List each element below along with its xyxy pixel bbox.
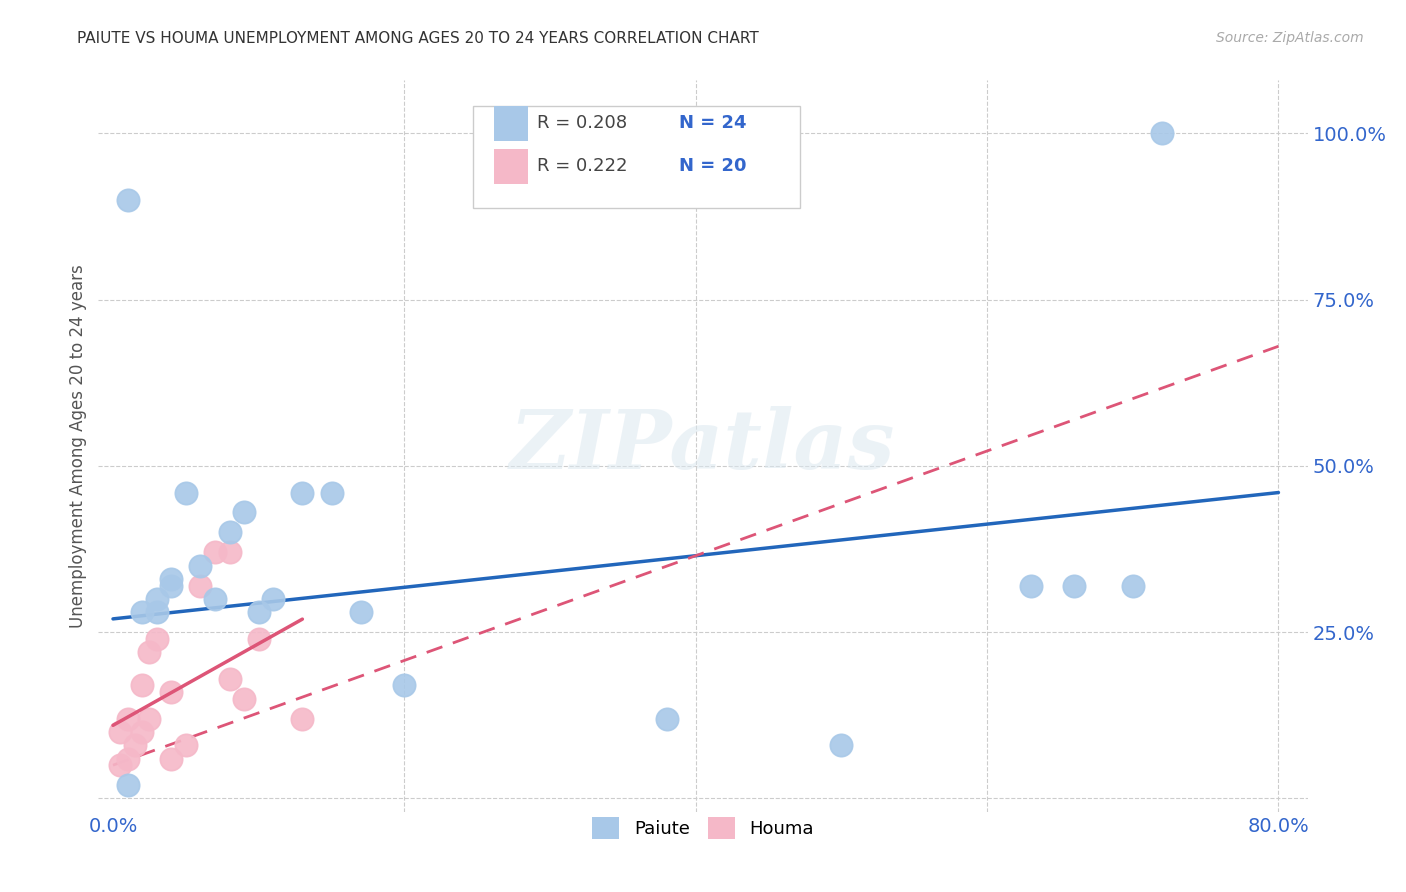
Point: [1063, 579, 1085, 593]
Point: [233, 506, 256, 520]
Point: [131, 678, 153, 692]
Point: [138, 712, 160, 726]
Point: [1019, 579, 1042, 593]
Point: [190, 579, 212, 593]
Point: [291, 485, 314, 500]
Point: [218, 672, 240, 686]
Point: [131, 725, 153, 739]
Point: [110, 725, 132, 739]
Point: [218, 545, 240, 559]
Y-axis label: Unemployment Among Ages 20 to 24 years: Unemployment Among Ages 20 to 24 years: [69, 264, 87, 628]
Text: R = 0.208: R = 0.208: [537, 114, 627, 132]
Point: [160, 572, 183, 586]
Point: [1122, 579, 1144, 593]
FancyBboxPatch shape: [474, 106, 800, 209]
Point: [131, 605, 153, 619]
Point: [160, 579, 183, 593]
Bar: [494, 149, 527, 184]
Point: [145, 591, 167, 606]
Point: [190, 558, 212, 573]
Point: [124, 738, 146, 752]
Text: ZIPatlas: ZIPatlas: [510, 406, 896, 486]
Point: [117, 193, 139, 207]
Point: [218, 525, 240, 540]
Point: [174, 738, 197, 752]
Point: [174, 485, 197, 500]
Point: [145, 632, 167, 646]
Text: N = 24: N = 24: [679, 114, 747, 132]
Point: [160, 685, 183, 699]
Point: [110, 758, 132, 772]
Point: [117, 751, 139, 765]
Bar: [494, 106, 527, 141]
Text: R = 0.222: R = 0.222: [537, 157, 628, 175]
Text: PAIUTE VS HOUMA UNEMPLOYMENT AMONG AGES 20 TO 24 YEARS CORRELATION CHART: PAIUTE VS HOUMA UNEMPLOYMENT AMONG AGES …: [77, 31, 759, 46]
Point: [291, 712, 314, 726]
Point: [394, 678, 416, 692]
Point: [160, 751, 183, 765]
Point: [350, 605, 373, 619]
Point: [655, 712, 678, 726]
Point: [247, 632, 270, 646]
Text: N = 20: N = 20: [679, 157, 747, 175]
Point: [247, 605, 270, 619]
Text: Source: ZipAtlas.com: Source: ZipAtlas.com: [1216, 31, 1364, 45]
Point: [117, 778, 139, 792]
Point: [204, 545, 226, 559]
Point: [262, 591, 284, 606]
Point: [233, 691, 256, 706]
Point: [145, 605, 167, 619]
Point: [138, 645, 160, 659]
Point: [117, 712, 139, 726]
Point: [1150, 127, 1173, 141]
Point: [321, 485, 343, 500]
Point: [830, 738, 852, 752]
Legend: Paiute, Houma: Paiute, Houma: [585, 810, 821, 847]
Point: [204, 591, 226, 606]
